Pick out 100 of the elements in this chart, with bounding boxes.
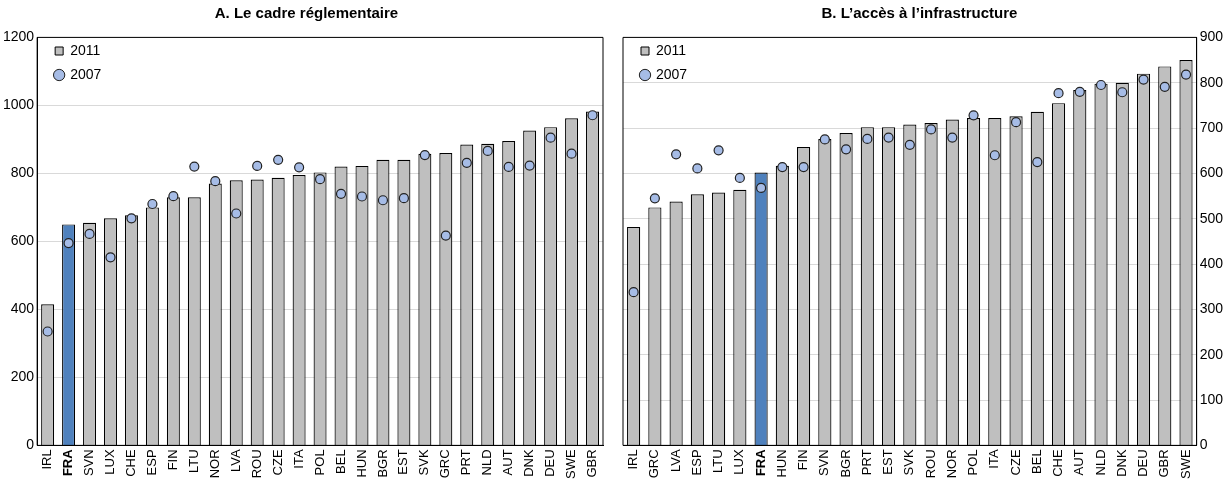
y-tick-label: 0: [26, 436, 35, 453]
point: [925, 124, 937, 135]
x-tick-label: FRA: [60, 448, 76, 477]
x-tick-label: GBR: [584, 449, 600, 478]
y2-tick-label: 600: [1199, 164, 1224, 181]
x-tick-label: SVK: [416, 449, 432, 476]
y2-tick-label: 100: [1199, 390, 1224, 407]
x-tick-label: GBR: [1156, 449, 1172, 478]
point: [862, 133, 873, 145]
y2-tick-label: 200: [1199, 345, 1224, 362]
point: [1095, 79, 1107, 91]
point: [756, 182, 767, 193]
point: [210, 176, 221, 187]
legend-label: 2007: [70, 65, 102, 82]
point: [989, 150, 1000, 161]
point: [84, 228, 95, 240]
point: [419, 149, 430, 161]
point: [440, 230, 451, 241]
y-tick-label: 800: [10, 164, 35, 181]
x-tick-label: CZE: [1007, 449, 1023, 476]
point: [671, 149, 682, 160]
point: [883, 132, 894, 143]
y2-tick-label: 500: [1199, 209, 1224, 226]
point: [1180, 69, 1192, 80]
point: [798, 161, 809, 173]
point: [777, 161, 788, 173]
x-tick-label: HUN: [773, 449, 789, 478]
x-tick-label: FIN: [164, 449, 180, 471]
point: [126, 213, 137, 224]
point: [168, 191, 179, 202]
x-tick-label: LVA: [667, 449, 683, 473]
x-tick-label: ITA: [290, 449, 306, 469]
point: [545, 132, 556, 143]
point: [294, 162, 305, 173]
x-tick-label: DEU: [1135, 449, 1151, 477]
y2-tick-label: 700: [1199, 118, 1224, 135]
x-tick-label: NOR: [206, 449, 222, 479]
x-tick-label: FIN: [795, 449, 811, 471]
point: [628, 287, 639, 298]
y-tick-label: 1000: [2, 96, 35, 113]
point: [42, 326, 53, 337]
x-tick-label: NLD: [479, 449, 495, 476]
point: [105, 252, 116, 263]
x-tick-label: EST: [395, 449, 411, 475]
point: [1159, 81, 1170, 92]
x-tick-label: DNK: [1113, 449, 1129, 477]
y-tick-label: 200: [10, 368, 35, 385]
x-tick-label: SWE: [1177, 449, 1193, 480]
x-tick-label: DEU: [542, 449, 558, 477]
point: [1053, 88, 1064, 99]
x-tick-label: LTU: [185, 449, 201, 473]
x-tick-label: CHE: [123, 449, 139, 477]
point: [482, 145, 493, 157]
legend-label: 2011: [656, 41, 687, 58]
x-tick-label: CZE: [269, 449, 285, 476]
x-tick-label: HUN: [353, 449, 369, 478]
y2-tick-label: 0: [1199, 436, 1208, 453]
legend-label: 2007: [656, 65, 688, 82]
point: [231, 208, 242, 219]
y2-tick-label: 900: [1199, 28, 1224, 45]
y-tick-label: 1200: [2, 28, 35, 45]
point: [649, 193, 660, 204]
point: [819, 134, 830, 145]
x-tick-label: BEL: [1028, 449, 1044, 474]
point: [734, 172, 745, 184]
x-tick-label: AUT: [500, 449, 516, 476]
point: [1010, 117, 1022, 128]
point: [63, 237, 74, 249]
point: [335, 188, 347, 199]
x-tick-label: ROU: [248, 449, 264, 479]
x-tick-label: LUX: [102, 449, 118, 475]
x-tick-label: PRT: [858, 449, 874, 476]
point: [189, 161, 200, 172]
legend-label: 2011: [70, 41, 101, 58]
x-tick-label: POL: [311, 449, 327, 476]
point: [566, 148, 577, 159]
x-tick-label: LVA: [227, 449, 243, 473]
x-tick-label: BEL: [332, 449, 348, 474]
chart-title: A. Le cadre réglementaire: [213, 4, 400, 21]
x-tick-label: SVN: [81, 449, 97, 477]
point: [314, 174, 326, 185]
x-tick-label: PRT: [458, 449, 474, 476]
x-tick-label: NOR: [943, 449, 959, 479]
point: [1032, 156, 1043, 168]
y2-tick-label: 400: [1199, 254, 1224, 271]
point: [692, 163, 703, 174]
chart-title: B. L’accès à l’infrastructure: [820, 4, 1019, 21]
x-tick-label: GRC: [646, 449, 662, 479]
point: [398, 193, 409, 204]
x-tick-label: FRA: [752, 448, 768, 477]
y-tick-label: 400: [10, 300, 35, 317]
point: [713, 145, 724, 156]
point: [273, 154, 284, 165]
point: [1074, 86, 1085, 97]
x-tick-label: SVK: [901, 449, 917, 476]
x-tick-label: CHE: [1050, 449, 1066, 477]
point: [503, 161, 514, 173]
x-tick-label: EST: [880, 449, 896, 475]
x-tick-label: SWE: [563, 449, 579, 480]
y-tick-label: 600: [10, 232, 35, 249]
